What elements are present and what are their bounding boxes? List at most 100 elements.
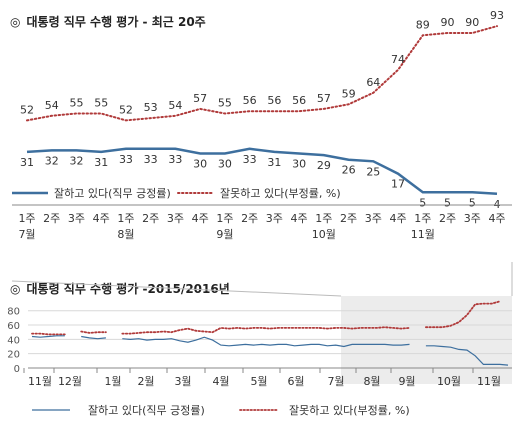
series-line-approve (26, 147, 498, 196)
x-tick-label-month: 9월 (398, 375, 415, 388)
x-tick-label-month: 11월 (411, 228, 435, 241)
x-tick-label-month: 9월 (216, 228, 233, 241)
x-tick-label-week: 4주 (93, 212, 110, 225)
x-tick-label-week: 1주 (117, 212, 134, 225)
x-tick-label-month: 11월 (477, 375, 501, 388)
x-tick-label-week: 2주 (340, 212, 357, 225)
x-tick-label-month: 5월 (250, 375, 267, 388)
data-label-disapprove: 55 (94, 97, 108, 110)
x-tick-label-week: 4주 (291, 212, 308, 225)
data-label-approve: 30 (193, 158, 207, 171)
data-label-approve: 31 (20, 156, 34, 169)
legend-label-approve: 잘하고 있다(직무 긍정률) (88, 403, 205, 417)
data-label-approve: 29 (317, 159, 331, 172)
data-label-approve: 5 (419, 196, 426, 209)
zoom-connector-left (11, 280, 342, 297)
x-tick-label-month: 10월 (312, 228, 336, 241)
data-label-disapprove: 52 (20, 103, 34, 116)
data-label-approve: 31 (94, 156, 108, 169)
data-label-approve: 30 (292, 158, 306, 171)
series-line-disapprove (26, 25, 498, 122)
data-label-disapprove: 90 (465, 16, 479, 29)
x-tick-label-month: 11월 (28, 375, 52, 388)
top-chart-title: ◎ 대통령 직무 수행 평가 - 최근 20주 (10, 13, 206, 30)
data-label-disapprove: 56 (243, 94, 257, 107)
data-label-approve: 31 (267, 156, 281, 169)
x-tick-label-week: 2주 (43, 212, 60, 225)
data-label-approve: 25 (366, 165, 380, 178)
data-label-approve: 33 (144, 153, 158, 166)
data-label-approve: 30 (218, 158, 232, 171)
x-tick-label-week: 1주 (315, 212, 332, 225)
series-line-disapprove-history (31, 300, 501, 336)
data-label-approve: 17 (391, 178, 405, 191)
data-label-disapprove: 93 (490, 9, 504, 22)
x-tick-label-week: 2주 (142, 212, 159, 225)
data-label-disapprove: 74 (391, 53, 405, 66)
x-tick-label-month: 8월 (363, 375, 380, 388)
data-label-disapprove: 56 (267, 94, 281, 107)
data-label-disapprove: 53 (144, 101, 158, 114)
x-tick-label-week: 1주 (18, 212, 35, 225)
data-label-disapprove: 59 (342, 87, 356, 100)
x-tick-label-week: 4주 (192, 212, 209, 225)
highlight-region (341, 296, 512, 384)
x-tick-label-month: 6월 (287, 375, 304, 388)
x-tick-label-month: 1월 (104, 375, 121, 388)
x-tick-label-week: 3주 (167, 212, 184, 225)
data-label-approve: 4 (494, 198, 501, 211)
x-tick-label-month: 2월 (137, 375, 154, 388)
bottom-chart-title: ◎ 대통령 직무 수행 평가 -2015/2016년 (10, 280, 230, 297)
data-label-disapprove: 64 (366, 76, 380, 89)
y-tick-label: 80 (7, 307, 20, 318)
data-label-approve: 32 (69, 154, 83, 167)
data-label-disapprove: 54 (45, 99, 59, 112)
y-tick-label: 20 (7, 350, 20, 361)
y-tick-label: 60 (7, 321, 20, 332)
data-label-approve: 5 (469, 196, 476, 209)
x-tick-label-week: 2주 (439, 212, 456, 225)
y-tick-label: 0 (14, 364, 20, 375)
x-tick-label-month: 4월 (212, 375, 229, 388)
data-label-approve: 5 (444, 196, 451, 209)
x-tick-label-month: 10월 (437, 375, 461, 388)
series-line-approve-history (31, 335, 509, 366)
y-tick-label: 40 (7, 335, 20, 346)
x-tick-label-week: 1주 (414, 212, 431, 225)
data-label-disapprove: 57 (317, 92, 331, 105)
x-tick-label-week: 3주 (365, 212, 382, 225)
data-label-approve: 33 (168, 153, 182, 166)
data-label-disapprove: 52 (119, 103, 133, 116)
data-label-disapprove: 57 (193, 92, 207, 105)
x-tick-label-week: 3주 (266, 212, 283, 225)
data-label-disapprove: 54 (168, 99, 182, 112)
data-label-disapprove: 55 (69, 97, 83, 110)
legend-label-approve: 잘하고 있다(직무 긍정률) (54, 186, 171, 200)
x-tick-label-month: 7월 (327, 375, 344, 388)
data-label-approve: 26 (342, 164, 356, 177)
x-tick-label-month: 7월 (18, 228, 35, 241)
data-label-approve: 33 (243, 153, 257, 166)
x-tick-label-week: 3주 (464, 212, 481, 225)
x-tick-label-week: 1주 (216, 212, 233, 225)
data-label-approve: 33 (119, 153, 133, 166)
x-tick-label-month: 12월 (58, 375, 82, 388)
x-tick-label-month: 3월 (174, 375, 191, 388)
bullseye-icon: ◎ (10, 15, 21, 29)
bullseye-icon: ◎ (10, 282, 21, 296)
x-tick-label-month: 8월 (117, 228, 134, 241)
legend-label-disapprove: 잘못하고 있다(부정률, %) (289, 403, 410, 417)
x-tick-label-week: 2주 (241, 212, 258, 225)
x-tick-label-week: 4주 (488, 212, 505, 225)
top-chart-title-text: 대통령 직무 수행 평가 - 최근 20주 (26, 15, 206, 29)
data-label-disapprove: 90 (441, 16, 455, 29)
x-tick-label-week: 4주 (389, 212, 406, 225)
data-label-disapprove: 89 (416, 18, 430, 31)
legend-label-disapprove: 잘못하고 있다(부정률, %) (220, 186, 341, 200)
data-label-disapprove: 55 (218, 97, 232, 110)
bottom-chart-title-text: 대통령 직무 수행 평가 -2015/2016년 (26, 282, 230, 296)
data-label-disapprove: 56 (292, 94, 306, 107)
x-tick-label-week: 3주 (68, 212, 85, 225)
data-label-approve: 32 (45, 154, 59, 167)
